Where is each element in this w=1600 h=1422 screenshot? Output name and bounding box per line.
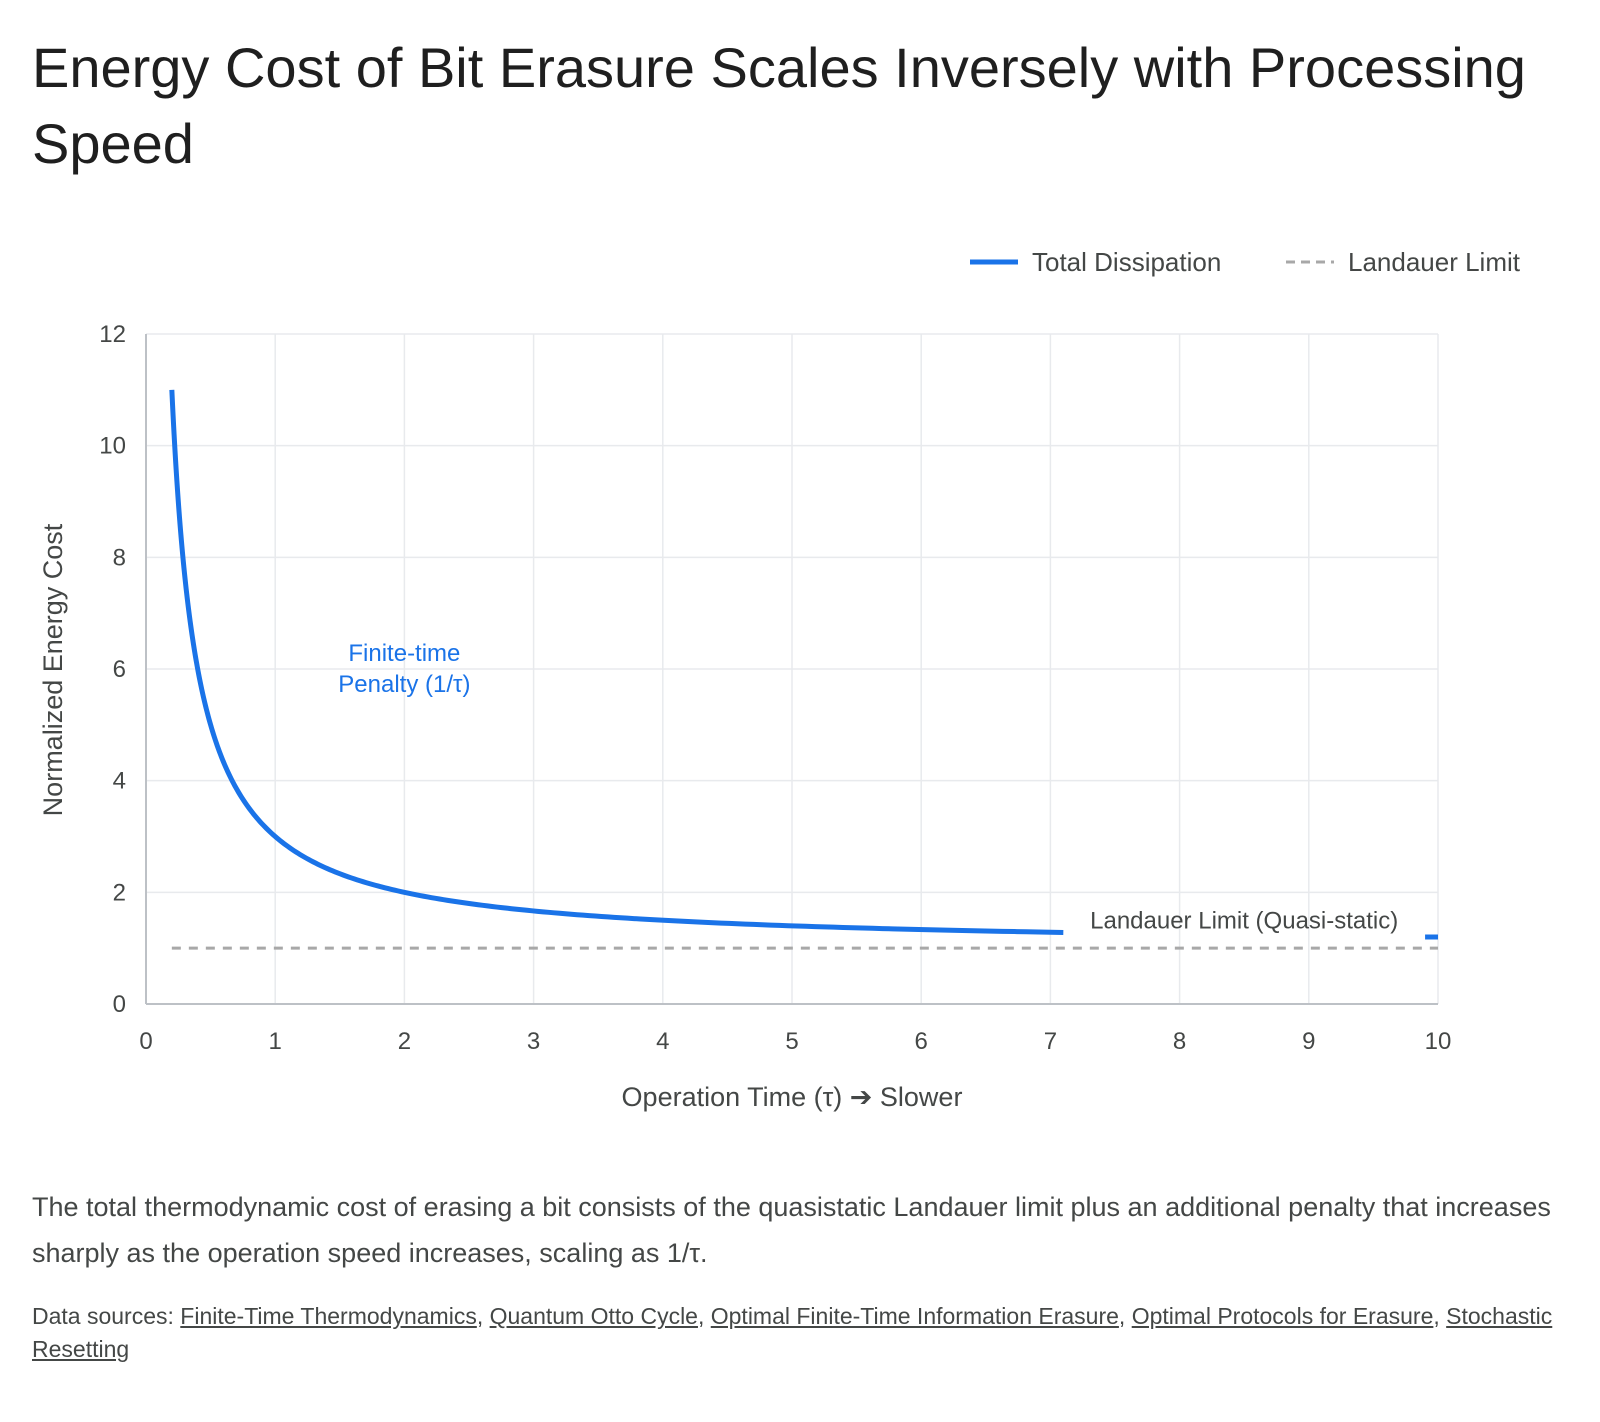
- annotations: Finite-time Penalty (1/τ) Landauer Limit (…: [338, 640, 1398, 934]
- x-tick-label: 3: [527, 1028, 540, 1055]
- y-tick-label: 0: [113, 991, 126, 1018]
- x-tick-label: 1: [269, 1028, 282, 1055]
- series-line-total-dissipation: [169, 389, 1064, 935]
- source-link-stochastic-resetting[interactable]: Stochastic Resetting: [32, 1303, 1553, 1362]
- legend-label-total-dissipation: Total Dissipation: [1032, 247, 1221, 277]
- x-tick-label: 6: [915, 1028, 928, 1055]
- x-tick-label: 7: [1044, 1028, 1057, 1055]
- x-tick-label: 10: [1425, 1028, 1452, 1055]
- source-separator: ,: [697, 1303, 711, 1329]
- source-links: Finite-Time Thermodynamics, Quantum Otto…: [32, 1303, 1552, 1362]
- data-sources: Data sources: Finite-Time Thermodynamics…: [32, 1300, 1572, 1366]
- source-separator: ,: [1118, 1303, 1132, 1329]
- x-tick-label: 0: [139, 1028, 152, 1055]
- data-sources-label: Data sources:: [32, 1303, 174, 1329]
- chart-title: Energy Cost of Bit Erasure Scales Invers…: [32, 36, 1526, 175]
- annotation-finite-time-penalty: Finite-time Penalty (1/τ): [338, 640, 470, 698]
- x-tick-label: 2: [398, 1028, 411, 1055]
- annotation-line: Penalty (1/τ): [338, 671, 470, 698]
- y-tick-label: 4: [113, 768, 126, 795]
- source-link-optimal-finite-time-information-erasure[interactable]: Optimal Finite-Time Information Erasure: [710, 1303, 1119, 1329]
- x-tick-label: 4: [656, 1028, 669, 1055]
- legend[interactable]: Total Dissipation Landauer Limit: [970, 247, 1521, 277]
- series: [169, 389, 1438, 950]
- legend-label-landauer-limit: Landauer Limit: [1348, 247, 1521, 277]
- x-tick-label: 5: [785, 1028, 798, 1055]
- source-separator: ,: [1433, 1303, 1447, 1329]
- source-link-finite-time-thermodynamics[interactable]: Finite-Time Thermodynamics: [180, 1303, 477, 1329]
- x-tick-label: 8: [1173, 1028, 1186, 1055]
- source-link-quantum-otto-cycle[interactable]: Quantum Otto Cycle: [489, 1303, 698, 1329]
- grid: [146, 333, 1439, 1004]
- x-tick-label: 9: [1302, 1028, 1315, 1055]
- annotation-line: Finite-time: [348, 640, 460, 667]
- source-link-optimal-protocols-for-erasure[interactable]: Optimal Protocols for Erasure: [1131, 1303, 1434, 1329]
- y-tick-label: 6: [113, 656, 126, 683]
- source-separator: ,: [476, 1303, 490, 1329]
- y-tick-label: 10: [99, 433, 126, 460]
- y-tick-label: 2: [113, 879, 126, 906]
- x-axis-label: Operation Time (τ) ➔ Slower: [622, 1082, 963, 1112]
- y-tick-label: 12: [99, 321, 126, 348]
- annotation-landauer-limit-quasi-static: Landauer Limit (Quasi-static): [1090, 907, 1398, 934]
- y-axis-label: Normalized Energy Cost: [38, 523, 68, 816]
- y-tick-label: 8: [113, 544, 126, 571]
- chart-caption: The total thermodynamic cost of erasing …: [32, 1192, 1551, 1268]
